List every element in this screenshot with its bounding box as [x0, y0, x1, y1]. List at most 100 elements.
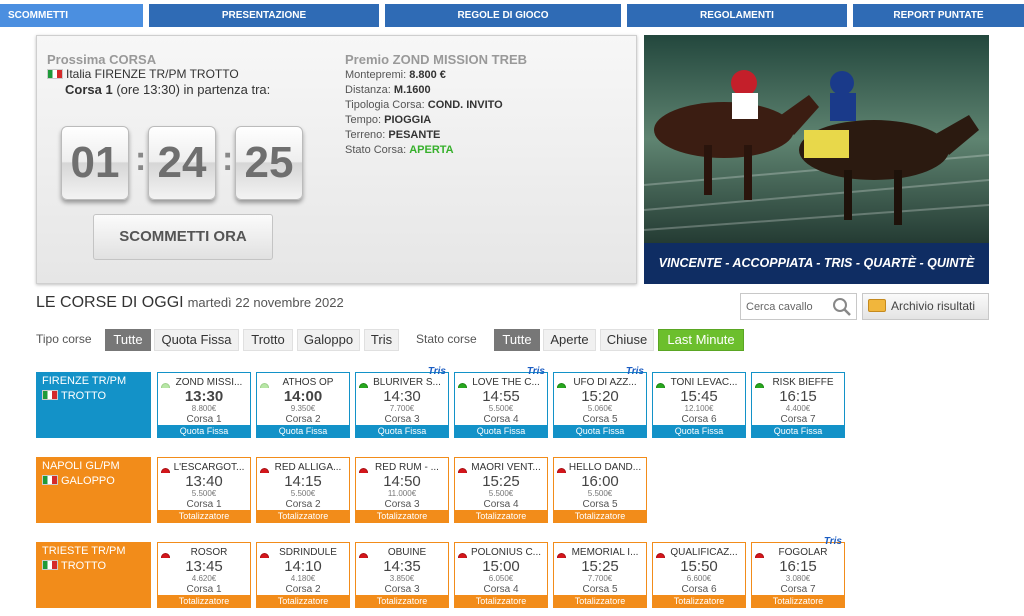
- race-bet-type: Totalizzatore: [554, 510, 646, 522]
- race-name: MEMORIAL I...: [554, 547, 646, 558]
- race-time: 15:20: [581, 388, 619, 405]
- next-race-suffix: (ore 13:30) in partenza tra:: [116, 82, 271, 97]
- race-prize: 11.000€: [387, 489, 417, 498]
- race-card[interactable]: ROSOR 13:45 4.620€ Corsa 1 Totalizzatore: [157, 542, 251, 608]
- race-card[interactable]: RED ALLIGA... 14:15 5.500€ Corsa 2 Totalizza…: [256, 457, 350, 523]
- next-race-panel: Prossima CORSA Italia FIRENZE TR/PM TROT…: [36, 35, 637, 284]
- nav-item-regolamenti[interactable]: REGOLAMENTI: [627, 4, 847, 27]
- next-race-title: Prossima CORSA: [47, 52, 157, 67]
- status-dot-icon: [161, 383, 170, 388]
- race-bet-type: Totalizzatore: [257, 595, 349, 607]
- race-number: Corsa 2: [285, 414, 321, 425]
- race-card[interactable]: HELLO DAND... 16:00 5.500€ Corsa 5 Totalizza…: [553, 457, 647, 523]
- race-card[interactable]: Tris LOVE THE C... 14:55 5.500€ Corsa 4 Quota…: [454, 366, 548, 438]
- status-dot-icon: [458, 468, 467, 473]
- race-prize: 5.060€: [587, 404, 613, 413]
- countdown-separator: :: [222, 140, 234, 178]
- race-time: 15:50: [680, 558, 718, 575]
- race-status-label: Stato corse: [416, 332, 477, 346]
- race-time: 14:00: [283, 388, 323, 405]
- prize-row-tempo: Tempo: PIOGGIA: [345, 114, 432, 126]
- race-card[interactable]: RED RUM - ... 14:50 11.000€ Corsa 3 Totalizz…: [355, 457, 449, 523]
- filter-type-galoppo[interactable]: Galoppo: [297, 329, 360, 351]
- status-dot-icon: [161, 468, 170, 473]
- race-bet-type: Quota Fissa: [653, 425, 745, 437]
- race-bet-type: Totalizzatore: [752, 595, 844, 607]
- race-card[interactable]: QUALIFICAZ... 15:50 6.600€ Corsa 6 Totalizza…: [652, 542, 746, 608]
- today-title: LE CORSE DI OGGI: [36, 294, 184, 311]
- search-icon[interactable]: [832, 297, 852, 317]
- race-card[interactable]: TONI LEVAC... 15:45 12.100€ Corsa 6 Quota Fi…: [652, 372, 746, 438]
- race-name: RISK BIEFFE: [752, 377, 844, 388]
- race-card[interactable]: Tris BLURIVER S... 14:30 7.700€ Corsa 3 Quota…: [355, 366, 449, 438]
- prize-info: Premio ZOND MISSION TREB Montepremi: 8.8…: [345, 52, 625, 158]
- results-archive-button[interactable]: Archivio risultati: [862, 293, 989, 320]
- venue-header[interactable]: FIRENZE TR/PM TROTTO: [36, 372, 151, 438]
- race-time: 14:30: [383, 388, 421, 405]
- race-name: OBUINE: [356, 547, 448, 558]
- race-time: 14:35: [383, 558, 421, 575]
- race-bet-type: Quota Fissa: [158, 425, 250, 437]
- filter-type-tris[interactable]: Tris: [364, 329, 399, 351]
- venue-header[interactable]: NAPOLI GL/PM GALOPPO: [36, 457, 151, 523]
- race-name: HELLO DAND...: [554, 462, 646, 473]
- race-card[interactable]: POLONIUS C... 15:00 6.050€ Corsa 4 Totalizza…: [454, 542, 548, 608]
- venue-name: NAPOLI GL/PM: [42, 460, 120, 472]
- race-prize: 4.400€: [785, 404, 811, 413]
- race-bet-type: Totalizzatore: [455, 510, 547, 522]
- nav-item-regole[interactable]: REGOLE DI GIOCO: [385, 4, 621, 27]
- race-type-label: Tipo corse: [36, 332, 92, 346]
- race-name: RED ALLIGA...: [257, 462, 349, 473]
- nav-item-scommetti[interactable]: SCOMMETTI: [0, 4, 143, 27]
- race-card[interactable]: ATHOS OP 14:00 9.350€ Corsa 2 Quota Fissa: [256, 372, 350, 438]
- race-card[interactable]: Tris FOGOLAR 16:15 3.080€ Corsa 7 Totalizzato…: [751, 536, 845, 608]
- next-race-track-label: Italia FIRENZE TR/PM TROTTO: [66, 67, 239, 81]
- race-prize: 8.800€: [191, 404, 217, 413]
- filter-status-last-minute[interactable]: Last Minute: [658, 329, 744, 351]
- race-time: 16:15: [779, 558, 817, 575]
- race-time: 13:30: [184, 388, 224, 405]
- status-dot-icon: [755, 553, 764, 558]
- race-card[interactable]: MEMORIAL I... 15:25 7.700€ Corsa 5 Totalizza…: [553, 542, 647, 608]
- filter-status-tutte[interactable]: Tutte: [494, 329, 540, 351]
- horse-search-input[interactable]: Cerca cavallo: [740, 293, 857, 320]
- race-number: Corsa 4: [483, 499, 519, 510]
- status-dot-icon: [260, 468, 269, 473]
- filter-status-chiuse[interactable]: Chiuse: [600, 329, 654, 351]
- filter-type-trotto[interactable]: Trotto: [243, 329, 293, 351]
- race-bet-type: Totalizzatore: [554, 595, 646, 607]
- next-race-track: Italia FIRENZE TR/PM TROTTO: [47, 67, 239, 81]
- race-card[interactable]: Tris UFO DI AZZ... 15:20 5.060€ Corsa 5 Quota…: [553, 366, 647, 438]
- race-prize: 5.500€: [488, 404, 514, 413]
- top-nav: SCOMMETTI PRESENTAZIONE REGOLE DI GIOCO …: [0, 4, 1024, 27]
- nav-item-report[interactable]: REPORT PUNTATE: [853, 4, 1024, 27]
- filter-type-tutte[interactable]: Tutte: [105, 329, 151, 351]
- status-dot-icon: [359, 553, 368, 558]
- bet-now-button[interactable]: SCOMMETTI ORA: [93, 214, 273, 260]
- today-races-heading: LE CORSE DI OGGI martedì 22 novembre 2022: [36, 294, 344, 312]
- race-time: 13:45: [185, 558, 223, 575]
- race-number: Corsa 7: [780, 414, 816, 425]
- race-card[interactable]: L'ESCARGOT... 13:40 5.500€ Corsa 1 Totalizza…: [157, 457, 251, 523]
- race-card[interactable]: OBUINE 14:35 3.850€ Corsa 3 Totalizzatore: [355, 542, 449, 608]
- italy-flag-icon: [47, 69, 63, 79]
- race-prize: 12.100€: [684, 404, 714, 413]
- venue-header[interactable]: TRIESTE TR/PM TROTTO: [36, 542, 151, 608]
- filter-status-aperte[interactable]: Aperte: [543, 329, 596, 351]
- race-time: 16:00: [581, 473, 619, 490]
- promo-banner[interactable]: VINCENTE - ACCOPPIATA - TRIS - QUARTÈ - …: [644, 35, 989, 284]
- race-card[interactable]: RISK BIEFFE 16:15 4.400€ Corsa 7 Quota Fissa: [751, 372, 845, 438]
- race-prize: 5.500€: [191, 489, 217, 498]
- race-number: Corsa 3: [384, 414, 420, 425]
- race-prize: 6.050€: [488, 574, 514, 583]
- italy-flag-icon: [42, 475, 58, 485]
- race-card[interactable]: MAORI VENT... 15:25 5.500€ Corsa 4 Totalizza…: [454, 457, 548, 523]
- race-card[interactable]: SDRINDULE 14:10 4.180€ Corsa 2 Totalizzatore: [256, 542, 350, 608]
- promo-caption: VINCENTE - ACCOPPIATA - TRIS - QUARTÈ - …: [644, 243, 989, 284]
- race-name: SDRINDULE: [257, 547, 349, 558]
- filter-type-quota-fissa[interactable]: Quota Fissa: [154, 329, 239, 351]
- status-dot-icon: [458, 383, 467, 388]
- tris-badge: Tris: [427, 366, 446, 377]
- race-card[interactable]: ZOND MISSI... 13:30 8.800€ Corsa 1 Quota Fis…: [157, 372, 251, 438]
- nav-item-presentazione[interactable]: PRESENTAZIONE: [149, 4, 379, 27]
